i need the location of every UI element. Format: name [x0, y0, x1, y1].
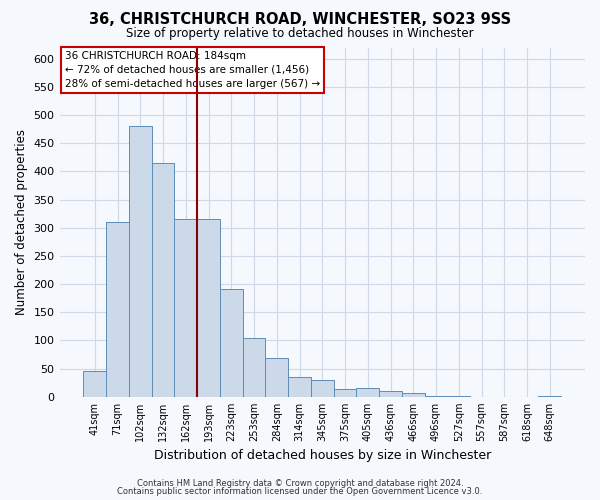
Bar	[402, 393, 425, 397]
Bar	[197, 220, 220, 397]
Text: 36, CHRISTCHURCH ROAD, WINCHESTER, SO23 9SS: 36, CHRISTCHURCH ROAD, WINCHESTER, SO23 …	[89, 12, 511, 28]
Bar	[152, 163, 175, 397]
Bar	[379, 391, 402, 397]
Bar	[129, 126, 152, 397]
Bar	[242, 338, 265, 397]
Bar	[220, 288, 242, 397]
Bar	[265, 358, 288, 397]
Bar	[356, 388, 379, 397]
Bar	[538, 396, 561, 397]
Bar	[288, 377, 311, 397]
Text: Size of property relative to detached houses in Winchester: Size of property relative to detached ho…	[126, 28, 474, 40]
Bar	[83, 371, 106, 397]
Bar	[425, 396, 448, 397]
Bar	[448, 396, 470, 397]
Text: Contains public sector information licensed under the Open Government Licence v3: Contains public sector information licen…	[118, 487, 482, 496]
Bar	[106, 222, 129, 397]
Text: 36 CHRISTCHURCH ROAD: 184sqm
← 72% of detached houses are smaller (1,456)
28% of: 36 CHRISTCHURCH ROAD: 184sqm ← 72% of de…	[65, 51, 320, 89]
Text: Contains HM Land Registry data © Crown copyright and database right 2024.: Contains HM Land Registry data © Crown c…	[137, 478, 463, 488]
Bar	[175, 220, 197, 397]
Bar	[334, 389, 356, 397]
X-axis label: Distribution of detached houses by size in Winchester: Distribution of detached houses by size …	[154, 450, 491, 462]
Bar	[311, 380, 334, 397]
Y-axis label: Number of detached properties: Number of detached properties	[15, 129, 28, 315]
